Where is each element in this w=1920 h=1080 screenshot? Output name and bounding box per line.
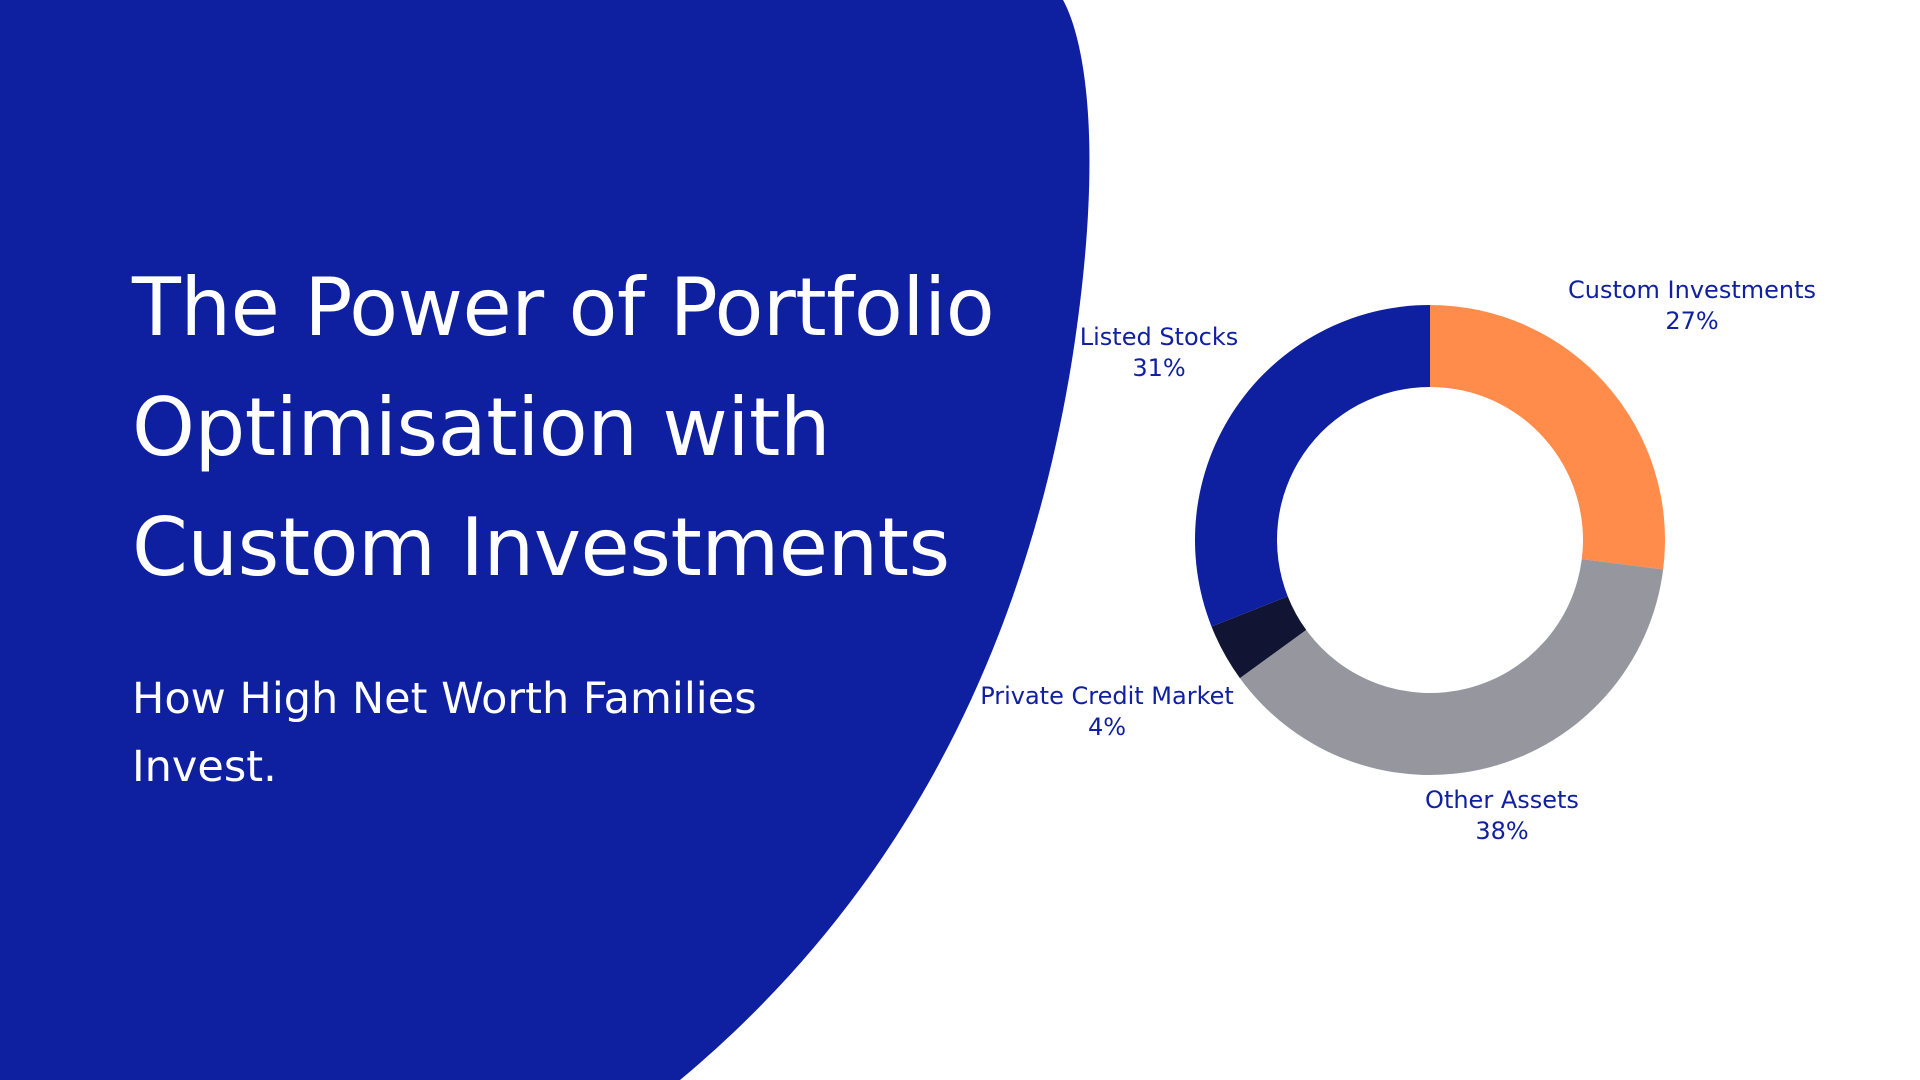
label-name-private-credit-market: Private Credit Market bbox=[980, 682, 1234, 710]
subtitle-line-2: Invest. bbox=[132, 742, 277, 792]
label-value-private-credit-market: 4% bbox=[1088, 713, 1126, 741]
blue-panel-shape bbox=[0, 0, 1090, 1080]
page-title: The Power of Portfolio Optimisation with… bbox=[132, 248, 1012, 608]
subtitle-line-1: How High Net Worth Families bbox=[132, 674, 757, 724]
title-line-2: Optimisation with bbox=[132, 381, 831, 474]
label-value-listed-stocks: 31% bbox=[1132, 354, 1185, 382]
slice-private-credit-market bbox=[1211, 596, 1307, 679]
label-value-custom-investments: 27% bbox=[1665, 307, 1718, 335]
label-name-other-assets: Other Assets bbox=[1425, 786, 1579, 814]
label-name-custom-investments: Custom Investments bbox=[1568, 276, 1816, 304]
title-line-3: Custom Investments bbox=[132, 501, 950, 594]
donut-labels: Custom Investments 27% Other Assets 38% Priv… bbox=[980, 276, 1816, 845]
page-subtitle: How High Net Worth Families Invest. bbox=[132, 665, 832, 801]
slice-other-assets bbox=[1239, 559, 1664, 775]
slice-listed-stocks bbox=[1195, 305, 1430, 627]
label-name-listed-stocks: Listed Stocks bbox=[1080, 323, 1239, 351]
slice-custom-investments bbox=[1430, 305, 1666, 570]
donut-slices bbox=[1195, 305, 1666, 775]
label-value-other-assets: 38% bbox=[1475, 817, 1528, 845]
title-line-1: The Power of Portfolio bbox=[132, 261, 995, 354]
